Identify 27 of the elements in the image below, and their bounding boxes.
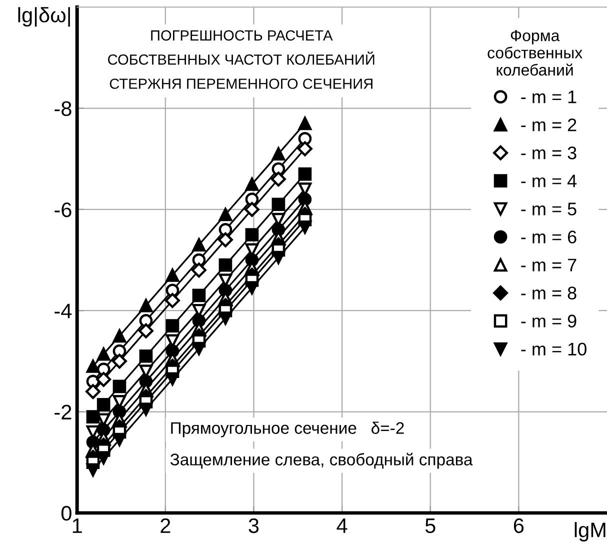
x-tick-label: 4 [336, 518, 348, 533]
x-tick-label: 3 [248, 518, 259, 534]
x-tick-label: 5 [425, 518, 436, 534]
x-tick-label: 1 [72, 518, 82, 533]
legend-label: - m = 4 [521, 174, 577, 188]
annotation: Прямоугольное сечение δ=-2 [171, 422, 404, 438]
legend-label: - m = 2 [521, 118, 576, 132]
y-axis-title: lg|δω| [18, 7, 70, 27]
y-tick-label: -4 [54, 304, 72, 318]
y-tick-label: -8 [54, 101, 72, 116]
y-tick-label: 0 [61, 506, 72, 521]
legend-label: - m = 10 [521, 342, 586, 356]
legend-label: - m = 9 [521, 314, 576, 328]
x-tick-label: 6 [514, 518, 524, 534]
legend-label: - m = 8 [521, 286, 576, 300]
legend-label: - m = 3 [521, 146, 576, 160]
x-tick-label: 2 [160, 518, 170, 533]
x-axis-title: lgM [574, 522, 606, 542]
legend-title: Форма собственных колебаний [488, 30, 582, 76]
y-tick-label: -6 [54, 202, 72, 218]
legend-label: - m = 5 [521, 202, 576, 216]
annotation: Защемление слева, свободный справа [170, 452, 473, 469]
text: ПОГРЕШНОСТЬ РАСЧЕТА СОБСТВЕННЫХ ЧАСТОТ КОЛЕБАНИЙ СТЕРЖНЯ ПЕРЕМЕННОГО СЕЧЕНИЯ [108, 30, 374, 89]
legend-label: - m = 7 [521, 258, 576, 272]
y-tick-label: -2 [54, 404, 72, 420]
legend-label: - m = 6 [521, 230, 576, 244]
legend-label: - m = 1 [521, 90, 576, 104]
